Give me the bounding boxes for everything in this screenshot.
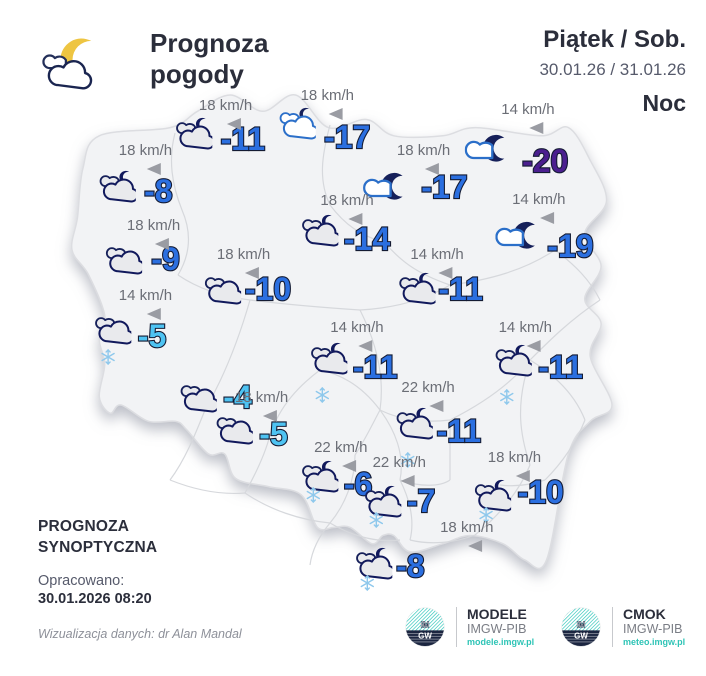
svg-text:GW: GW bbox=[418, 632, 432, 641]
svg-text:14 km/h: 14 km/h bbox=[330, 319, 383, 336]
svg-text:-14: -14 bbox=[344, 221, 390, 257]
svg-text:18 km/h: 18 km/h bbox=[235, 389, 288, 406]
svg-text:18 km/h: 18 km/h bbox=[199, 97, 252, 114]
svg-text:-8: -8 bbox=[144, 173, 172, 209]
svg-text:22 km/h: 22 km/h bbox=[401, 379, 454, 396]
svg-text:14 km/h: 14 km/h bbox=[512, 191, 565, 208]
svg-text:-10: -10 bbox=[245, 271, 291, 307]
svg-text:-11: -11 bbox=[538, 349, 582, 385]
svg-text:22 km/h: 22 km/h bbox=[314, 439, 367, 456]
svg-text:22 km/h: 22 km/h bbox=[373, 454, 426, 471]
svg-text:-17: -17 bbox=[421, 169, 467, 205]
svg-text:18 km/h: 18 km/h bbox=[320, 192, 373, 209]
svg-text:IM: IM bbox=[577, 621, 586, 630]
svg-text:-5: -5 bbox=[259, 416, 287, 452]
svg-text:18 km/h: 18 km/h bbox=[440, 519, 493, 536]
svg-text:14 km/h: 14 km/h bbox=[410, 246, 463, 263]
svg-text:18 km/h: 18 km/h bbox=[488, 449, 541, 466]
svg-text:-20: -20 bbox=[522, 143, 568, 179]
svg-text:-11: -11 bbox=[437, 413, 481, 449]
svg-text:18 km/h: 18 km/h bbox=[217, 246, 270, 263]
svg-text:-11: -11 bbox=[221, 121, 265, 157]
svg-text:18 km/h: 18 km/h bbox=[127, 217, 180, 234]
svg-text:14 km/h: 14 km/h bbox=[499, 319, 552, 336]
svg-text:14 km/h: 14 km/h bbox=[501, 101, 554, 118]
svg-text:-11: -11 bbox=[438, 271, 482, 307]
svg-text:-5: -5 bbox=[138, 318, 166, 354]
svg-text:14 km/h: 14 km/h bbox=[119, 287, 172, 304]
svg-text:18 km/h: 18 km/h bbox=[397, 142, 450, 159]
svg-text:-19: -19 bbox=[547, 228, 593, 264]
svg-text:18 km/h: 18 km/h bbox=[301, 87, 354, 104]
svg-text:-7: -7 bbox=[407, 483, 435, 519]
svg-text:-11: -11 bbox=[353, 349, 397, 385]
svg-text:GW: GW bbox=[574, 632, 588, 641]
svg-text:IM: IM bbox=[421, 621, 430, 630]
svg-text:18 km/h: 18 km/h bbox=[119, 142, 172, 159]
svg-text:-17: -17 bbox=[324, 119, 370, 155]
svg-text:-8: -8 bbox=[396, 548, 424, 584]
